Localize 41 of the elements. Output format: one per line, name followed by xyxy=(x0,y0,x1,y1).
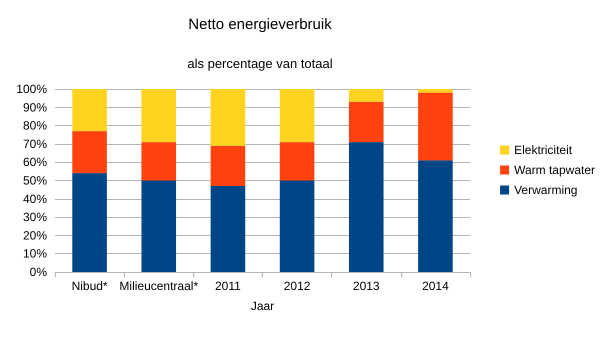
bar xyxy=(72,89,107,132)
x-tick-label: 2012 xyxy=(284,279,311,293)
bar xyxy=(280,180,314,272)
x-tick-label: Milieucentraal* xyxy=(119,279,198,293)
bar xyxy=(348,89,384,102)
bar xyxy=(280,142,314,180)
y-tick-label: 100% xyxy=(16,82,48,96)
bar xyxy=(72,131,107,174)
y-tick-label: 10% xyxy=(22,246,48,261)
bar xyxy=(348,142,384,272)
bar xyxy=(348,102,384,142)
x-tick-label: Nibud* xyxy=(72,279,108,293)
bar xyxy=(280,89,314,142)
y-tick-label: 0% xyxy=(30,265,48,279)
y-tick-label: 20% xyxy=(22,228,48,242)
bar xyxy=(418,160,453,272)
y-tick-label: 40% xyxy=(22,192,48,206)
y-tick-label: 80% xyxy=(22,118,48,133)
x-tick-label: 2013 xyxy=(352,279,380,293)
y-tick-label: 90% xyxy=(22,100,48,114)
bar xyxy=(210,146,246,186)
y-tick-label: 50% xyxy=(22,174,48,188)
bar xyxy=(141,142,176,180)
bar xyxy=(210,89,246,146)
y-tick-label: 70% xyxy=(22,136,48,151)
chart-title: Netto energieverbruik xyxy=(188,16,332,33)
chart-subtitle: als percentage van totaal xyxy=(187,56,333,71)
bar xyxy=(418,92,453,160)
legend-label: Warm tapwater xyxy=(514,163,596,177)
bar xyxy=(141,89,176,142)
bar xyxy=(418,89,453,93)
bar xyxy=(210,186,246,272)
legend-label: Elektriciteit xyxy=(514,143,573,157)
bar xyxy=(141,180,176,272)
y-tick-label: 60% xyxy=(22,155,48,170)
x-tick-label: 2014 xyxy=(422,279,450,293)
bar xyxy=(72,173,107,272)
x-axis-title: Jaar xyxy=(250,299,274,313)
y-tick-label: 30% xyxy=(22,210,48,224)
legend-label: Verwarming xyxy=(514,183,578,197)
x-tick-label: 2011 xyxy=(215,279,242,293)
